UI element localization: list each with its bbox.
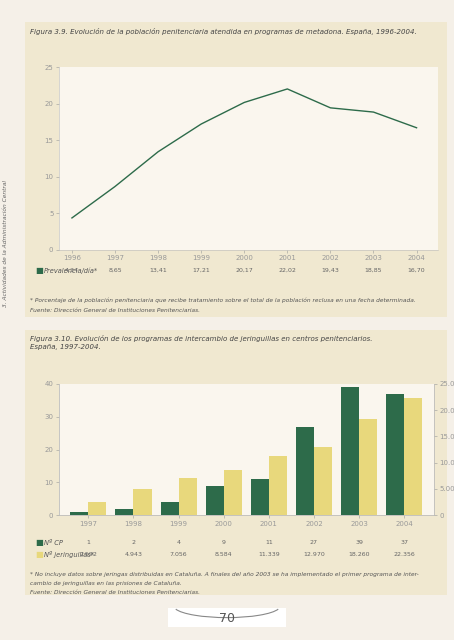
Bar	[386, 394, 404, 515]
Text: 4.943: 4.943	[124, 552, 143, 557]
Bar	[314, 447, 332, 515]
Text: * No incluye datos sobre jeringas distribuidas en Cataluña. A finales del año 20: * No incluye datos sobre jeringas distri…	[30, 572, 419, 577]
Bar	[115, 509, 133, 515]
Bar	[269, 456, 287, 515]
Text: 3. Actividades de la Administración Central: 3. Actividades de la Administración Cent…	[3, 180, 9, 307]
Text: Nº jeringuillas*: Nº jeringuillas*	[44, 552, 94, 558]
Bar	[206, 486, 224, 515]
Text: Nº CP: Nº CP	[44, 540, 63, 546]
Text: 19,43: 19,43	[321, 268, 339, 273]
Bar	[89, 502, 106, 515]
Text: 16,70: 16,70	[408, 268, 425, 273]
Bar	[161, 502, 178, 515]
Text: 8,65: 8,65	[108, 268, 122, 273]
Text: Fuente: Dirección General de Instituciones Penitenciarias.: Fuente: Dirección General de Institucion…	[30, 590, 200, 595]
Text: 11: 11	[265, 540, 273, 545]
Text: 37: 37	[400, 540, 408, 545]
Text: cambio de jeringuillas en las prisiones de Cataluña.: cambio de jeringuillas en las prisiones …	[30, 581, 182, 586]
Text: 13,41: 13,41	[149, 268, 167, 273]
Text: 22.356: 22.356	[393, 552, 415, 557]
Bar	[341, 387, 359, 515]
Text: ■: ■	[35, 550, 43, 559]
Text: 4,34: 4,34	[65, 268, 79, 273]
Text: España, 1997-2004.: España, 1997-2004.	[30, 344, 101, 350]
Text: 7.056: 7.056	[170, 552, 188, 557]
Text: 2: 2	[132, 540, 135, 545]
Text: 4: 4	[177, 540, 181, 545]
Text: 9: 9	[222, 540, 226, 545]
Bar	[296, 427, 314, 515]
Bar	[70, 512, 89, 515]
Text: 11.339: 11.339	[258, 552, 280, 557]
Text: Figura 3.9. Evolución de la población penitenciaria atendida en programas de met: Figura 3.9. Evolución de la población pe…	[30, 28, 417, 35]
Bar	[404, 398, 422, 515]
Text: 17,21: 17,21	[192, 268, 210, 273]
Text: 22,02: 22,02	[278, 268, 296, 273]
Bar	[133, 489, 152, 515]
Text: 8.584: 8.584	[215, 552, 232, 557]
Text: Prevalencia/día*: Prevalencia/día*	[44, 268, 98, 274]
Text: 39: 39	[355, 540, 363, 545]
Text: 18.260: 18.260	[348, 552, 370, 557]
Text: 2.592: 2.592	[79, 552, 97, 557]
Text: 70: 70	[219, 612, 235, 625]
Text: 1: 1	[86, 540, 90, 545]
Text: 18,85: 18,85	[365, 268, 382, 273]
Text: Figura 3.10. Evolución de los programas de intercambio de jeringuillas en centro: Figura 3.10. Evolución de los programas …	[30, 335, 373, 342]
Text: Fuente: Dirección General de Instituciones Penitenciarias.: Fuente: Dirección General de Institucion…	[30, 308, 200, 313]
Text: 12.970: 12.970	[303, 552, 325, 557]
Text: 27: 27	[310, 540, 318, 545]
Text: 20,17: 20,17	[235, 268, 253, 273]
Text: * Porcentaje de la población penitenciaria que recibe tratamiento sobre el total: * Porcentaje de la población penitenciar…	[30, 298, 416, 303]
Bar	[251, 479, 269, 515]
Bar	[224, 470, 242, 515]
Bar	[178, 478, 197, 515]
Text: ■: ■	[35, 266, 43, 275]
Text: ■: ■	[35, 538, 43, 547]
Bar	[359, 419, 377, 515]
